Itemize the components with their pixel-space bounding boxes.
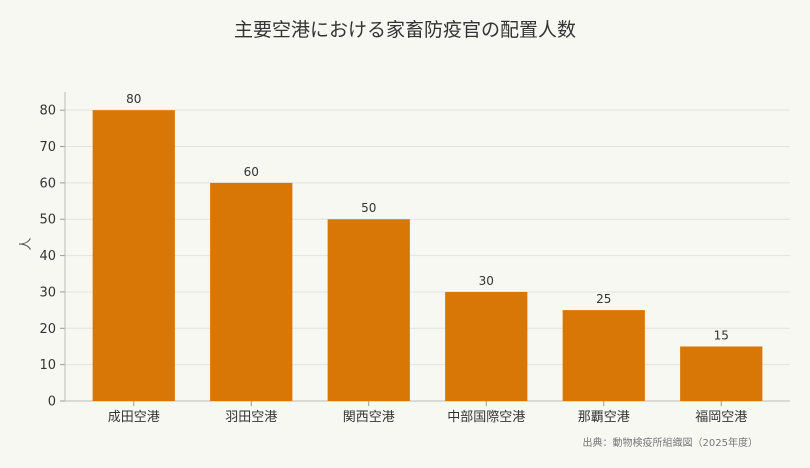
y-tick-label: 70 [39,140,56,155]
x-tick-label: 羽田空港 [225,410,277,425]
bar [92,110,175,402]
y-tick-label: 10 [39,358,56,373]
y-axis-label: 人 [19,237,34,250]
bar [562,310,645,401]
y-tick-label: 0 [48,395,56,410]
bar [327,219,410,401]
data-label: 60 [244,165,259,179]
data-label: 30 [479,274,494,288]
x-tick-label: 福岡空港 [695,410,747,425]
y-tick-label: 80 [39,104,56,119]
bar [210,182,293,401]
value-labels: 80 60 50 30 25 15 [126,92,729,342]
gridlines [65,109,790,366]
y-tick-label: 40 [39,249,56,264]
bars [92,110,763,402]
y-tick-label: 30 [39,285,56,300]
x-tick-label: 那覇空港 [578,410,630,425]
y-tick-label: 50 [39,213,56,228]
source-note: 出典：動物検疫所組織図（2025年度） [583,436,758,449]
bar [680,346,763,401]
x-tick-label: 成田空港 [108,410,160,425]
x-tick-label: 中部国際空港 [447,410,525,425]
data-label: 15 [714,328,729,342]
data-label: 80 [126,92,141,106]
bar [445,291,528,401]
data-label: 50 [361,201,376,215]
y-tick-label: 60 [39,176,56,191]
data-label: 25 [596,292,611,306]
axes: 0 10 20 30 40 50 60 70 80 成田空港 羽田空港 関西空港 中部国際空港 那覇空港 福… [39,92,790,425]
chart-title: 主要空港における家畜防疫官の配置人数 [234,19,576,41]
y-tick-label: 20 [39,322,56,337]
x-tick-label: 関西空港 [343,410,395,425]
